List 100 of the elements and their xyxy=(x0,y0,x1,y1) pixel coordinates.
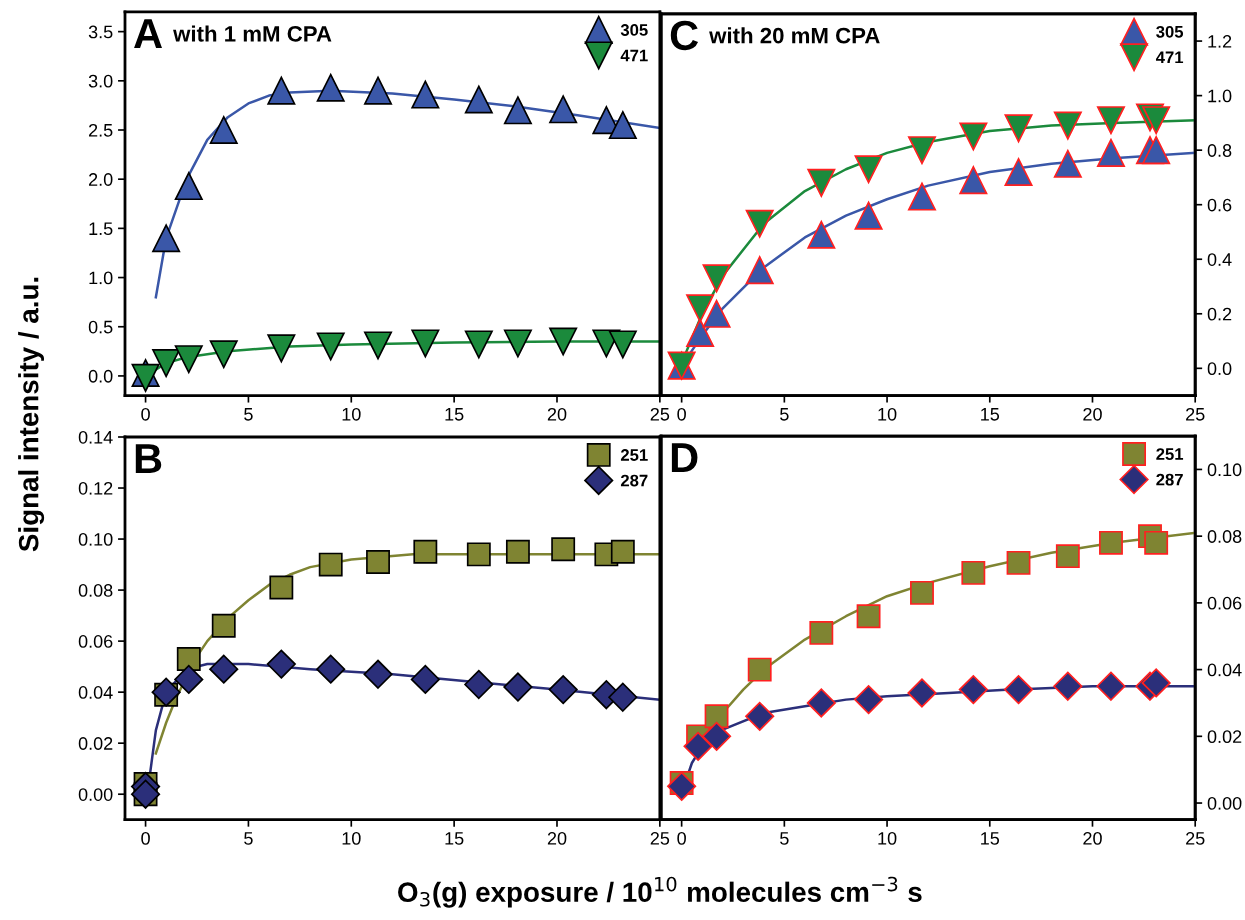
point xyxy=(131,363,160,392)
chart-title: A xyxy=(134,19,163,48)
point xyxy=(809,620,834,645)
point xyxy=(1053,111,1082,140)
y2-tick-label: 0.06 xyxy=(1207,596,1242,610)
y-tick-label: 3.5 xyxy=(88,25,113,39)
point xyxy=(410,664,440,694)
point xyxy=(1141,668,1171,698)
point xyxy=(1096,138,1126,167)
chart-subtitle: with 20 mM CPA xyxy=(709,27,880,44)
y2-tick-label: 0.00 xyxy=(1207,796,1242,810)
point xyxy=(1053,149,1082,178)
point xyxy=(853,685,884,715)
legend-label: 251 xyxy=(620,449,648,461)
y-axis-title: Signal intensity / a.u. xyxy=(18,277,45,552)
point xyxy=(1004,157,1033,187)
point xyxy=(745,209,774,238)
y-tick-label: 3.0 xyxy=(88,74,113,88)
point xyxy=(806,688,836,718)
point xyxy=(464,330,493,359)
y2-tick-label: 1.0 xyxy=(1208,89,1232,103)
y-tick-label: 0.10 xyxy=(78,532,113,546)
legend-label: 251 xyxy=(1156,448,1184,460)
chart-subtitle: with 1 mM CPA xyxy=(173,25,332,42)
point xyxy=(267,334,296,363)
y-tick-label: 0.12 xyxy=(78,481,113,495)
point xyxy=(907,678,937,708)
point xyxy=(209,115,238,145)
point xyxy=(174,664,204,694)
x-tick-label: 0 xyxy=(677,407,686,421)
y2-tick-label: 0.8 xyxy=(1207,144,1232,157)
y-tick-label: 0.02 xyxy=(78,737,113,750)
y2-tick-label: 1.2 xyxy=(1208,35,1232,48)
point xyxy=(152,224,181,253)
point xyxy=(363,331,393,360)
point xyxy=(548,675,578,705)
point xyxy=(745,701,775,731)
point xyxy=(854,155,883,184)
point xyxy=(959,166,988,195)
point xyxy=(608,330,637,359)
point xyxy=(1099,530,1123,555)
point xyxy=(907,182,937,211)
legend-label: 305 xyxy=(620,24,648,36)
x-tick-label: 10 xyxy=(342,832,361,845)
point xyxy=(910,580,934,605)
point xyxy=(1142,136,1171,165)
point xyxy=(316,73,345,102)
point xyxy=(1096,671,1126,701)
y2-tick-label: 0.0 xyxy=(1207,362,1232,376)
point xyxy=(807,220,836,249)
point xyxy=(702,264,731,293)
x-tick-label: 5 xyxy=(780,832,789,845)
x-tick-label: 20 xyxy=(547,832,567,845)
point xyxy=(961,560,986,585)
point xyxy=(907,136,937,165)
point xyxy=(209,340,238,369)
point xyxy=(267,76,296,105)
point xyxy=(704,704,729,729)
x-tick-label: 5 xyxy=(780,408,789,421)
y-tick-label: 2.5 xyxy=(89,123,113,137)
y-tick-label: 0.08 xyxy=(78,584,113,597)
x-tick-label: 10 xyxy=(878,407,897,421)
y-tick-label: 0.14 xyxy=(78,430,113,444)
y-tick-label: 1.0 xyxy=(89,271,113,285)
x-tick-label: 20 xyxy=(1083,832,1102,845)
x-tick-label: 25 xyxy=(650,832,670,845)
point xyxy=(316,654,346,684)
chart-title: D xyxy=(671,443,698,473)
x-tick-label: 25 xyxy=(1186,832,1205,845)
point xyxy=(152,349,181,378)
x-axis-title: O$_{3}$(g) exposure / 10$^{10}$ molecules cm$^{−3}$ s xyxy=(398,876,922,908)
point xyxy=(318,552,343,577)
point xyxy=(856,604,881,629)
point xyxy=(610,539,635,564)
point xyxy=(363,659,393,689)
x-tick-label: 20 xyxy=(547,407,567,421)
x-tick-label: 25 xyxy=(650,407,670,421)
point xyxy=(1006,550,1031,575)
y2-tick-label: 0.02 xyxy=(1207,730,1242,744)
x-tick-label: 15 xyxy=(981,832,1000,845)
y-tick-label: 1.5 xyxy=(89,222,113,236)
y-tick-label: 0.5 xyxy=(88,320,113,334)
x-tick-label: 0 xyxy=(677,832,686,845)
y-tick-label: 2.0 xyxy=(89,173,113,186)
point xyxy=(211,613,236,638)
x-tick-label: 0 xyxy=(141,407,150,421)
point xyxy=(466,542,491,567)
point xyxy=(174,172,203,201)
point xyxy=(608,111,637,140)
point xyxy=(1053,671,1083,701)
point xyxy=(464,85,493,114)
point xyxy=(958,675,988,705)
point xyxy=(411,80,440,109)
point xyxy=(1003,675,1034,705)
point xyxy=(551,537,576,562)
x-tick-label: 15 xyxy=(445,832,464,845)
point xyxy=(503,329,532,358)
x-tick-label: 0 xyxy=(141,832,150,845)
point xyxy=(1055,544,1080,569)
point xyxy=(316,332,345,361)
